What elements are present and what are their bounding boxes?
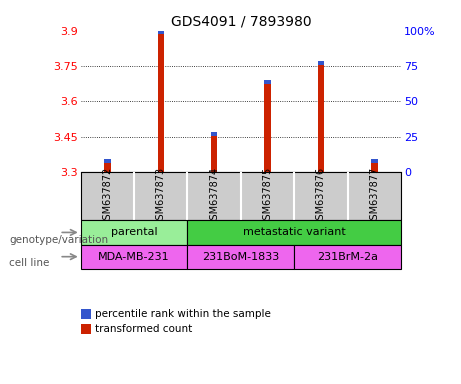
Bar <box>211 136 218 172</box>
Bar <box>158 34 164 172</box>
Text: genotype/variation: genotype/variation <box>9 235 108 245</box>
Text: GSM637872: GSM637872 <box>102 166 112 226</box>
Bar <box>211 132 218 136</box>
Bar <box>104 159 111 163</box>
Bar <box>81 245 188 269</box>
Text: GSM637877: GSM637877 <box>369 166 379 226</box>
Bar <box>318 61 324 65</box>
Text: 231BoM-1833: 231BoM-1833 <box>202 252 279 262</box>
Bar <box>81 220 188 245</box>
Bar <box>371 159 378 163</box>
Bar <box>188 245 294 269</box>
Bar <box>371 163 378 172</box>
Text: MDA-MB-231: MDA-MB-231 <box>98 252 170 262</box>
Text: metastatic variant: metastatic variant <box>243 227 346 237</box>
Bar <box>264 84 271 172</box>
Title: GDS4091 / 7893980: GDS4091 / 7893980 <box>171 14 311 28</box>
Text: GSM637874: GSM637874 <box>209 167 219 226</box>
Text: 231BrM-2a: 231BrM-2a <box>317 252 378 262</box>
Text: percentile rank within the sample: percentile rank within the sample <box>95 309 272 319</box>
Text: GSM637875: GSM637875 <box>263 166 272 226</box>
Text: GSM637873: GSM637873 <box>156 167 166 226</box>
Text: GSM637876: GSM637876 <box>316 167 326 226</box>
Bar <box>104 163 111 172</box>
Bar <box>158 30 164 34</box>
Bar <box>264 80 271 84</box>
Bar <box>294 245 401 269</box>
Text: parental: parental <box>111 227 157 237</box>
Bar <box>318 65 324 172</box>
Bar <box>188 220 401 245</box>
Text: transformed count: transformed count <box>95 324 193 334</box>
Text: cell line: cell line <box>9 258 50 268</box>
